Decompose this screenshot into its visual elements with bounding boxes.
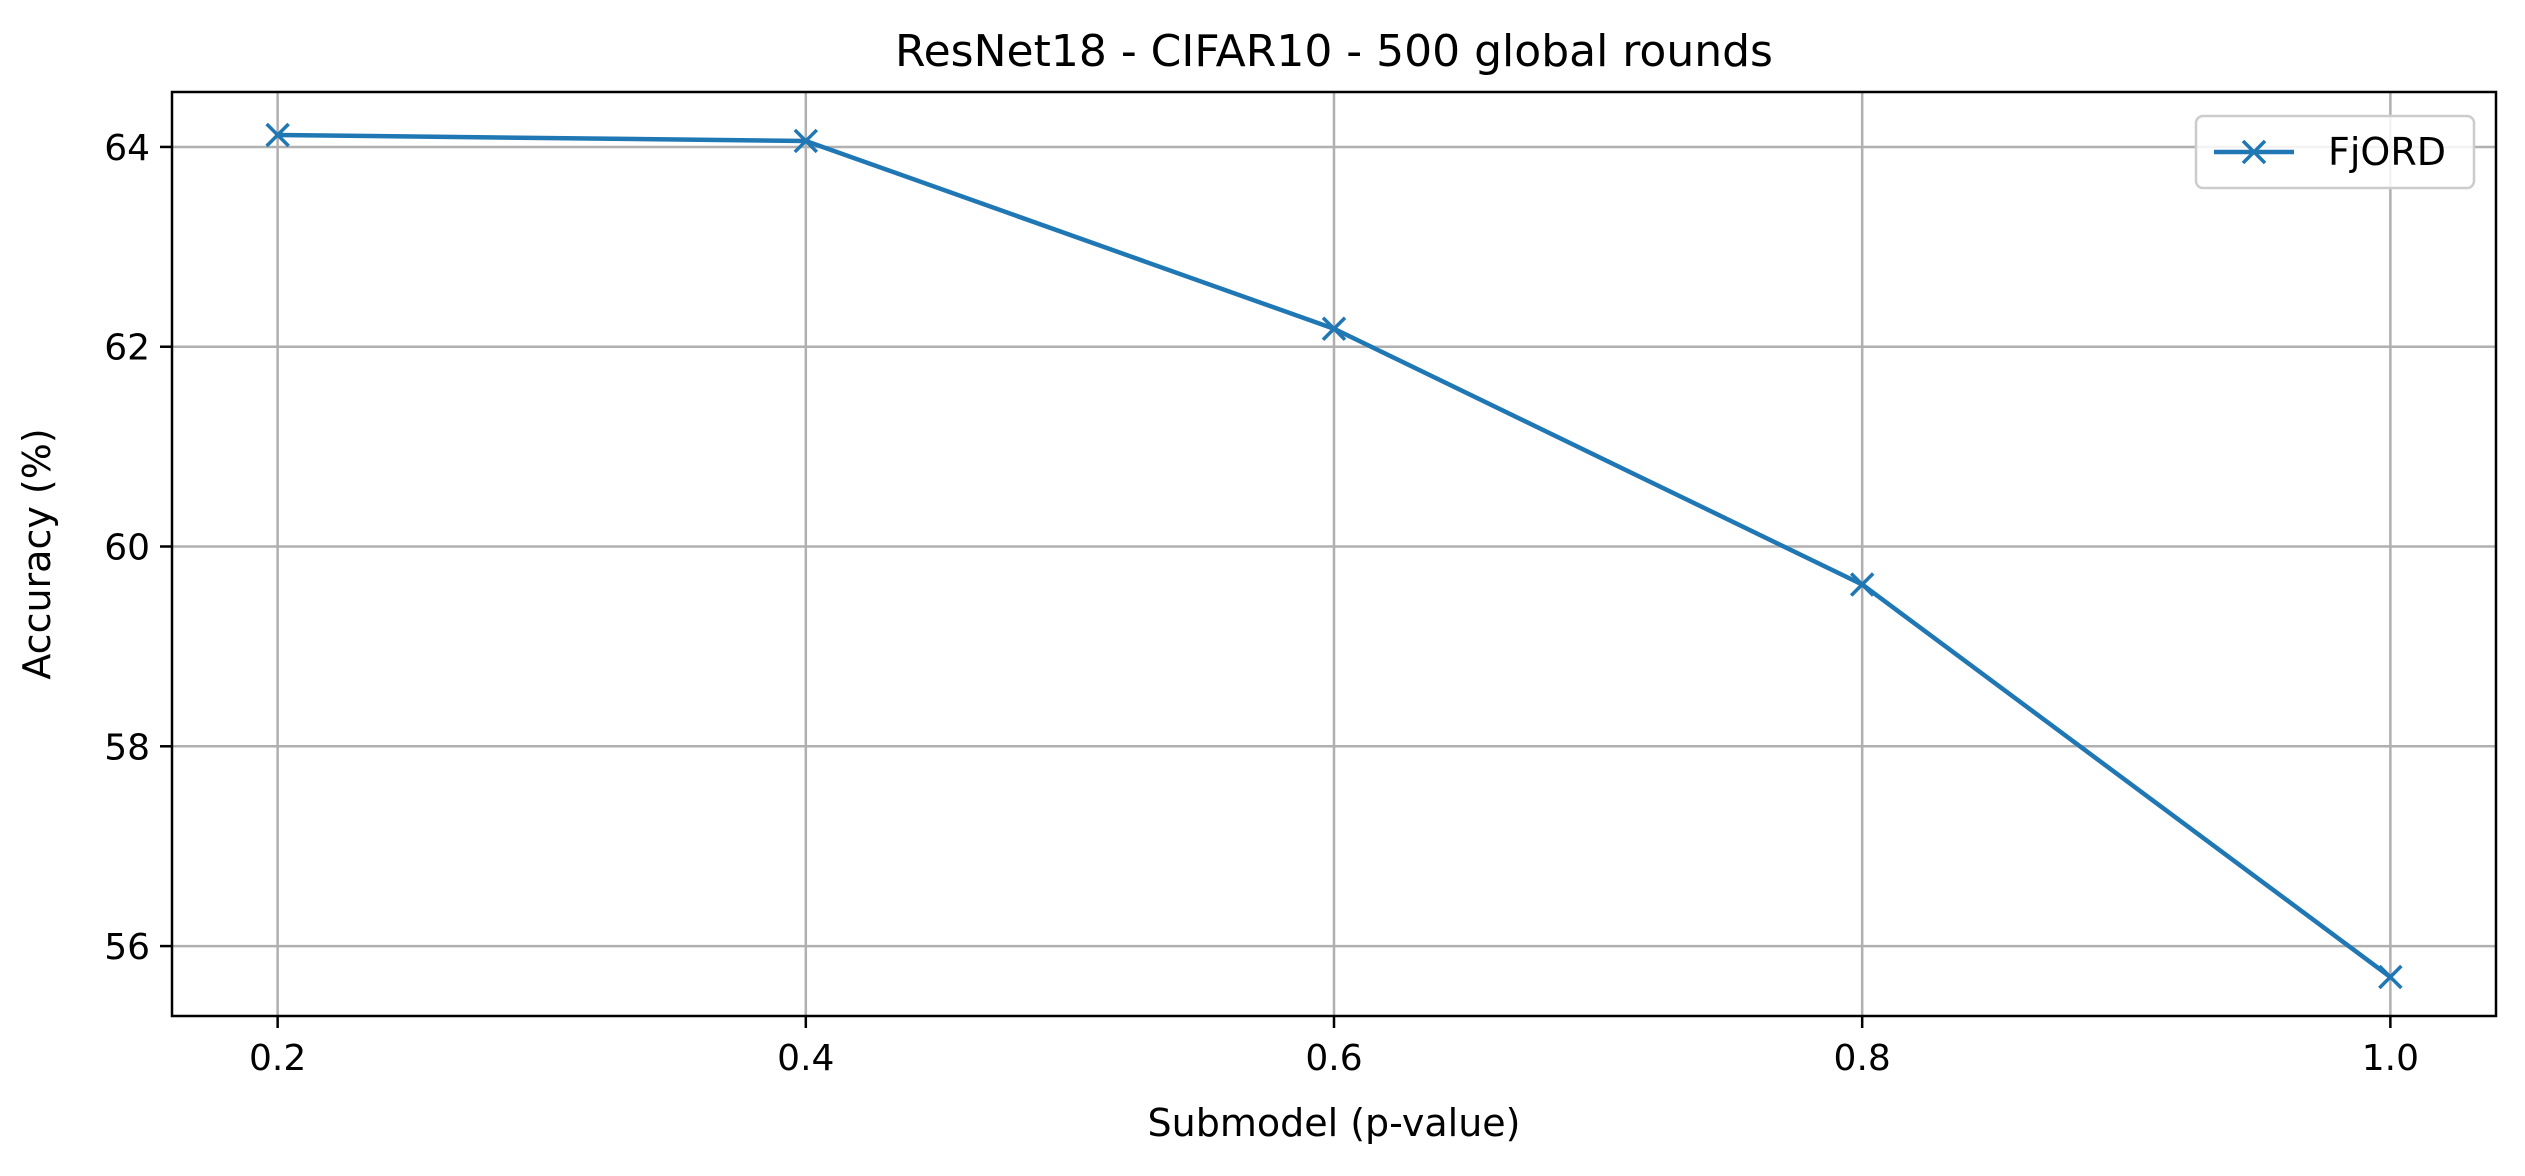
data-point xyxy=(1849,572,1875,597)
data-point xyxy=(1321,316,1347,341)
chart-title: ResNet18 - CIFAR10 - 500 global rounds xyxy=(895,26,1773,77)
legend-label: FjORD xyxy=(2328,130,2446,174)
grid xyxy=(172,92,2496,1016)
x-axis-label: Submodel (p-value) xyxy=(1148,1101,1521,1145)
y-tick-label: 64 xyxy=(104,128,150,169)
data-point xyxy=(265,122,290,148)
ticks: 0.2 0.4 0.6 0.8 1.0 56 58 60 62 64 xyxy=(104,128,2419,1079)
x-tick-label: 0.6 xyxy=(1305,1038,1362,1079)
x-tick-label: 0.8 xyxy=(1834,1038,1891,1079)
x-marker-stroke xyxy=(1849,572,1875,597)
x-marker-stroke xyxy=(2378,964,2403,990)
legend: FjORD xyxy=(2194,114,2476,190)
data-point xyxy=(793,128,819,154)
x-marker-stroke xyxy=(793,128,819,154)
y-axis-label: Accuracy (%) xyxy=(15,428,59,679)
y-tick-label: 62 xyxy=(104,328,150,369)
x-marker-stroke xyxy=(265,122,290,148)
x-tick-label: 1.0 xyxy=(2362,1038,2419,1079)
data-point xyxy=(2378,964,2403,990)
x-marker-stroke xyxy=(1321,316,1347,341)
series-layer xyxy=(265,122,2403,990)
legend-marker xyxy=(2241,139,2267,165)
legend-box xyxy=(2194,114,2476,190)
x-tick-label: 0.2 xyxy=(249,1038,306,1079)
y-tick-label: 60 xyxy=(104,528,150,569)
x-tick-label: 0.4 xyxy=(777,1038,834,1079)
y-tick-label: 58 xyxy=(104,727,150,768)
y-tick-label: 56 xyxy=(104,927,150,968)
